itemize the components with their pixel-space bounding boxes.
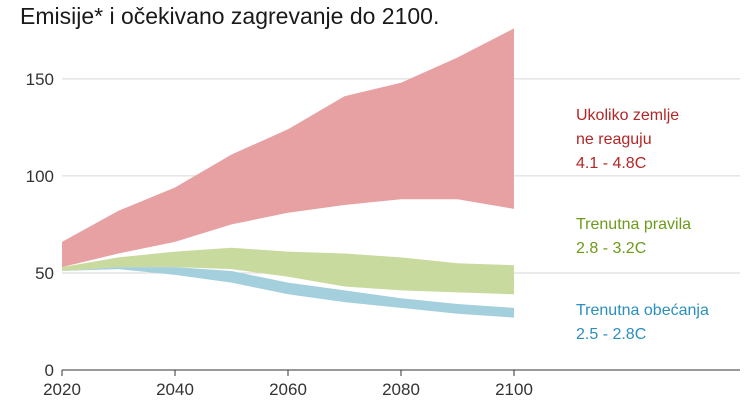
- label-current-pledges-range: 2.5 - 2.8C: [576, 326, 647, 343]
- label-no-action-range: 4.1 - 4.8C: [576, 155, 647, 172]
- y-tick-label-100: 100: [26, 167, 54, 186]
- label-no-action-line-1: Ukoliko zemlje: [576, 107, 680, 124]
- x-tick-label-2060: 2060: [269, 380, 307, 399]
- label-current-policies-range: 2.8 - 3.2C: [576, 240, 647, 257]
- x-tick-label-2080: 2080: [382, 380, 420, 399]
- x-tick-label-2100: 2100: [495, 380, 533, 399]
- band-series-1: [62, 247, 514, 295]
- axes: 0 50 100 150 2020 2040 2060 2080 2100: [26, 70, 740, 399]
- y-tick-label-0: 0: [45, 361, 54, 380]
- chart-title: Emisije* i očekivano zagrevanje do 2100.: [20, 3, 440, 29]
- label-current-pledges-line-1: Trenutna obećanja: [576, 302, 709, 319]
- areas: [62, 28, 514, 318]
- label-current-pledges: Trenutna obećanja 2.5 - 2.8C: [576, 299, 709, 347]
- band-series-2: [62, 267, 514, 318]
- y-tick-label-150: 150: [26, 70, 54, 89]
- x-tick-label-2040: 2040: [156, 380, 194, 399]
- x-tick-label-2020: 2020: [43, 380, 81, 399]
- y-tick-label-50: 50: [35, 264, 54, 283]
- label-no-action-line-2: ne reaguju: [576, 131, 652, 148]
- band-series-0: [62, 28, 514, 268]
- label-no-action: Ukoliko zemlje ne reaguju 4.1 - 4.8C: [576, 104, 679, 176]
- label-current-policies: Trenutna pravila 2.8 - 3.2C: [576, 213, 691, 261]
- label-current-policies-line-1: Trenutna pravila: [576, 216, 692, 233]
